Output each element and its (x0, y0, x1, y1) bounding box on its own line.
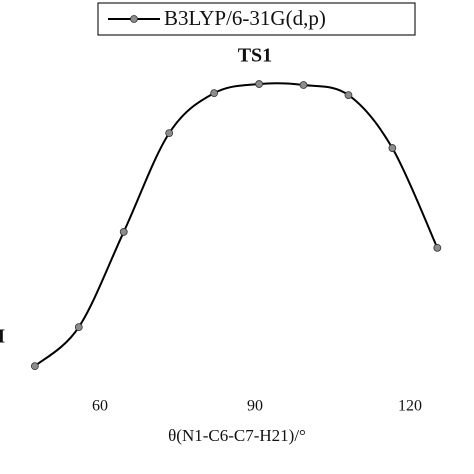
point-marker (210, 89, 219, 98)
x-tick-label: 90 (247, 398, 263, 415)
point-marker (433, 243, 442, 252)
annotation: I (0, 325, 5, 347)
x-axis-label: θ(N1-C6-C7-H21)/° (168, 426, 306, 445)
x-tick-label: 120 (398, 398, 422, 415)
series-line (34, 82, 439, 367)
point-marker (119, 228, 128, 236)
legend-marker (130, 15, 138, 23)
point-marker (30, 362, 39, 371)
annotation: TS1 (238, 44, 272, 66)
x-tick-label: 60 (92, 398, 108, 415)
point-marker (74, 323, 83, 332)
point-marker (388, 144, 397, 152)
point-marker (344, 91, 353, 99)
point-marker (165, 129, 174, 138)
point-marker (299, 81, 308, 89)
point-marker (255, 80, 263, 88)
legend-label: B3LYP/6-31G(d,p) (164, 6, 326, 30)
